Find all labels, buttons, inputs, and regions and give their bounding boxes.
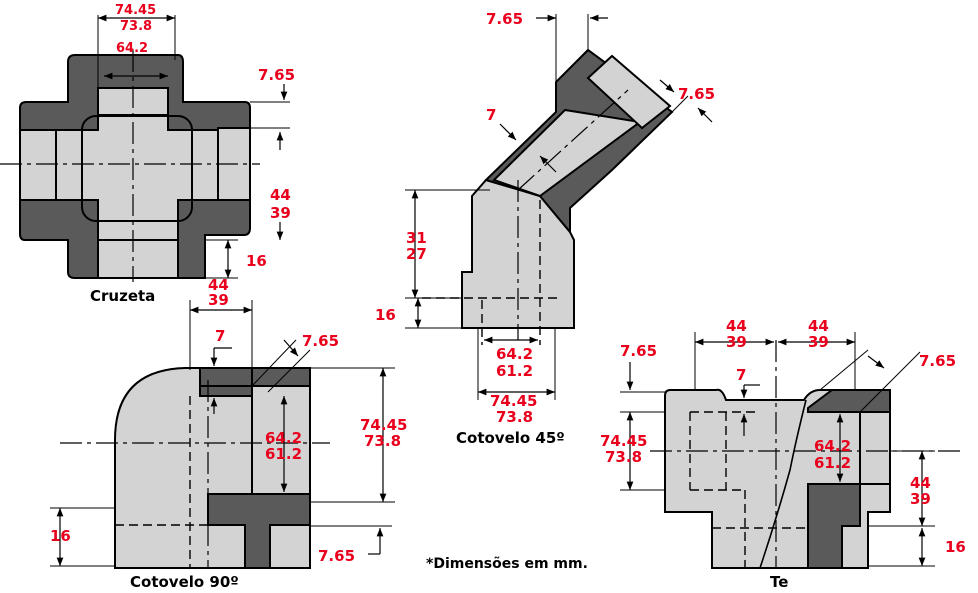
cotovelo90-dim-top-a: 44 — [208, 276, 229, 294]
cruzeta-dim-bottom: 16 — [246, 252, 267, 270]
cruzeta-drawing: 74.45 73.8 64.2 7.65 44 39 16 Cruzeta — [0, 3, 295, 305]
cotovelo45-dim-thick: 7 — [486, 106, 496, 124]
cotovelo45-socket — [586, 54, 672, 130]
te-drawing: 44 39 44 39 7.65 7.65 7 74.45 73.8 64.2 … — [600, 317, 966, 591]
cruzeta-bore-bottom — [97, 239, 179, 279]
cotovelo45-dim-bottom: 16 — [375, 306, 396, 324]
cotovelo90-dim-inner-a: 64.2 — [265, 429, 302, 447]
cotovelo90-dim-wall-bottom: 7.65 — [318, 547, 355, 565]
cruzeta-dim-side-b: 39 — [270, 204, 291, 222]
cotovelo45-title: Cotovelo 45º — [456, 429, 565, 447]
cruzeta-dim-outer-b: 73.8 — [120, 19, 152, 34]
cotovelo90-dim-left: 16 — [50, 527, 71, 545]
cotovelo45-dim-height-b: 27 — [406, 245, 427, 263]
te-dim-right-b: 39 — [910, 490, 931, 508]
te-dim-bottom: 16 — [945, 538, 966, 556]
cotovelo45-drawing: 7.65 7.65 7 31 27 16 64.2 61.2 74.45 73.… — [375, 10, 715, 447]
cotovelo90-dim-wall-top: 7.65 — [302, 332, 339, 350]
cruzeta-dim-inner: 64.2 — [116, 41, 148, 56]
te-dim-right-a: 44 — [910, 474, 931, 492]
te-dim-wall-right: 7.65 — [919, 352, 956, 370]
cotovelo90-dim-inner-b: 61.2 — [265, 445, 302, 463]
cotovelo45-dim-inner-a: 64.2 — [496, 345, 533, 363]
cotovelo90-dim-top-b: 39 — [208, 291, 229, 309]
units-note: *Dimensões em mm. — [426, 556, 588, 572]
cruzeta-title: Cruzeta — [90, 287, 155, 305]
te-right-bore — [859, 411, 891, 485]
te-dim-outer-b: 73.8 — [605, 448, 642, 466]
cotovelo45-dim-wall-side: 7.65 — [678, 85, 715, 103]
te-dim-top-left-a: 44 — [726, 317, 747, 335]
cotovelo90-title: Cotovelo 90º — [130, 573, 239, 591]
cotovelo90-dim-outer-a: 74.45 — [360, 416, 407, 434]
te-dim-inner-b: 61.2 — [814, 454, 851, 472]
te-title: Te — [770, 573, 788, 591]
cotovelo45-dim-height-a: 31 — [406, 229, 427, 247]
cotovelo45-dim-outer-b: 73.8 — [496, 408, 533, 426]
cotovelo90-dim-outer-b: 73.8 — [364, 432, 401, 450]
cotovelo45-dim-outer-a: 74.45 — [490, 392, 537, 410]
te-dim-thick: 7 — [736, 366, 746, 384]
te-dim-top-right-a: 44 — [808, 317, 829, 335]
cotovelo90-drawing: 44 39 7 7.65 64.2 61.2 74.45 73.8 16 7.6… — [50, 276, 407, 591]
te-dim-outer-a: 74.45 — [600, 432, 647, 450]
cruzeta-dim-outer-a: 74.45 — [115, 3, 156, 18]
te-body — [664, 388, 891, 569]
cruzeta-bore-left — [19, 129, 57, 201]
te-dim-top-left-b: 39 — [726, 333, 747, 351]
te-wall-top — [807, 389, 891, 413]
cruzeta-dim-wall: 7.65 — [258, 66, 295, 84]
te-dim-top-right-b: 39 — [808, 333, 829, 351]
te-dim-inner-a: 64.2 — [814, 437, 851, 455]
cruzeta-dim-side-a: 44 — [270, 186, 291, 204]
te-dim-wall-left: 7.65 — [620, 342, 657, 360]
cruzeta-inner-round — [81, 115, 193, 222]
cotovelo45-dim-wall-top: 7.65 — [486, 10, 523, 28]
cotovelo45-dim-inner-b: 61.2 — [496, 362, 533, 380]
cotovelo90-dim-thick: 7 — [215, 327, 225, 345]
